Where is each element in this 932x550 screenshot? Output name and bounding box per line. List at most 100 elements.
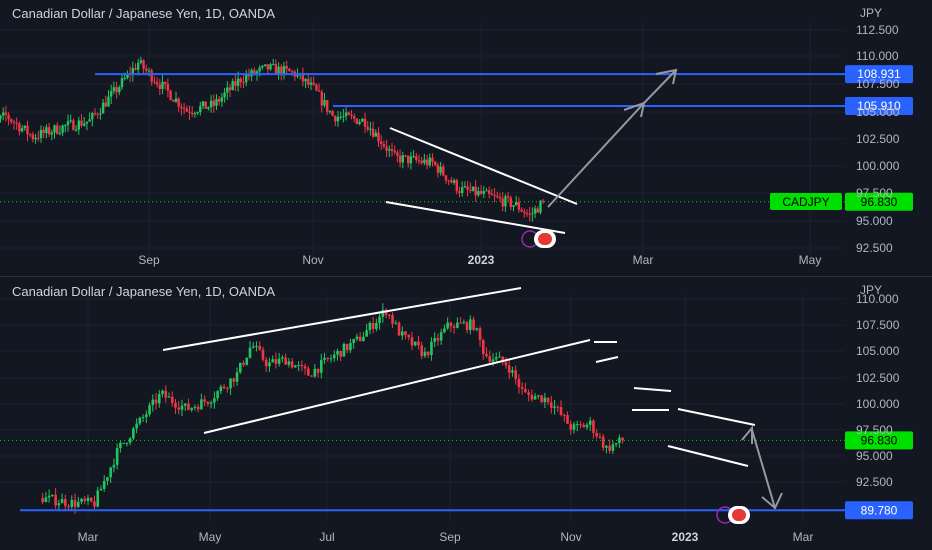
candle-body xyxy=(436,338,440,341)
candle-body xyxy=(439,166,442,173)
candle-body xyxy=(449,322,453,327)
candle-body xyxy=(193,113,197,115)
candle-body xyxy=(158,84,161,89)
candle-body xyxy=(426,351,430,356)
candle-body xyxy=(363,118,367,127)
candle-body xyxy=(469,189,472,191)
candle-body xyxy=(15,122,18,124)
candle-body xyxy=(161,81,164,89)
candle-body xyxy=(110,91,113,97)
candle-body xyxy=(410,337,414,346)
candle-body xyxy=(478,328,482,341)
price-level-label: 89.780 xyxy=(861,503,898,517)
candle-body xyxy=(135,423,138,429)
candle-body xyxy=(281,357,284,359)
candle-body xyxy=(255,345,258,347)
candle-body xyxy=(277,358,281,364)
candle-body xyxy=(147,70,151,72)
candle-body xyxy=(582,424,586,428)
candle-body xyxy=(562,414,566,416)
candle-body xyxy=(20,128,24,132)
candle-body xyxy=(618,437,621,444)
candle-body xyxy=(272,64,275,66)
candle-body xyxy=(539,200,542,213)
time-axis-label: 2023 xyxy=(468,253,495,267)
candle-body xyxy=(80,498,83,502)
candle-body xyxy=(566,415,569,424)
candle-body xyxy=(41,498,44,503)
candle-body xyxy=(315,84,318,91)
price-axis-label: 105.000 xyxy=(856,105,900,119)
candle-body xyxy=(515,202,518,206)
candle-body xyxy=(342,116,345,118)
candle-body xyxy=(443,328,446,333)
time-axis-label: Jul xyxy=(319,530,334,544)
candle-body xyxy=(161,390,164,394)
candle-body xyxy=(380,141,383,144)
candle-body xyxy=(80,120,83,126)
price-axis-label: 110.000 xyxy=(856,49,899,63)
candle-body xyxy=(316,368,320,373)
time-axis-label: Sep xyxy=(138,253,160,267)
candle-body xyxy=(232,378,236,382)
candle-body xyxy=(375,323,378,329)
candle-body xyxy=(141,416,145,418)
candle-body xyxy=(304,78,307,82)
candle-body xyxy=(180,106,183,109)
candle-body xyxy=(313,368,317,377)
candle-body xyxy=(614,443,618,445)
candle-body xyxy=(459,322,462,324)
candle-body xyxy=(310,375,313,377)
candle-body xyxy=(307,368,310,376)
candle-body xyxy=(245,357,249,365)
candle-body xyxy=(89,497,93,502)
candle-body xyxy=(54,494,57,506)
candle-body xyxy=(368,322,372,331)
candle-body xyxy=(115,87,118,93)
candle-body xyxy=(57,503,61,506)
bottom-drawings xyxy=(162,287,783,524)
candle-body xyxy=(611,444,615,451)
candle-body xyxy=(102,480,106,489)
candle-body xyxy=(493,195,496,197)
candle-body xyxy=(191,112,194,114)
candle-body xyxy=(455,180,458,192)
candle-body xyxy=(185,108,188,112)
arrow-head xyxy=(655,68,678,85)
candle-body xyxy=(200,399,203,410)
candle-body xyxy=(361,118,364,122)
time-axis-label: 2023 xyxy=(672,530,699,544)
candle-body xyxy=(436,164,440,173)
time-axis-label: May xyxy=(199,530,222,544)
candle-body xyxy=(223,92,226,98)
candle-body xyxy=(183,403,187,406)
candle-body xyxy=(177,98,180,107)
candle-body xyxy=(93,501,96,507)
candle-body xyxy=(326,100,329,112)
canada-flag-icon xyxy=(538,233,552,245)
candle-body xyxy=(44,497,48,503)
panel-divider[interactable] xyxy=(0,276,932,277)
candle-body xyxy=(527,392,530,395)
candle-body xyxy=(112,464,116,468)
candle-body xyxy=(546,397,550,403)
price-axis-label: 97.500 xyxy=(856,423,893,437)
candle-body xyxy=(274,64,278,75)
candle-body xyxy=(417,341,420,346)
candle-body xyxy=(274,359,278,364)
candle-body xyxy=(206,401,210,404)
candle-body xyxy=(466,186,469,190)
candle-body xyxy=(398,155,402,163)
wedge-lower-line xyxy=(667,445,749,467)
candle-body xyxy=(621,437,624,441)
candle-body xyxy=(150,70,153,82)
candle-body xyxy=(344,112,348,117)
candle-body xyxy=(479,190,483,194)
candle-body xyxy=(517,202,521,210)
candle-body xyxy=(520,387,524,389)
candle-body xyxy=(126,73,129,78)
candle-body xyxy=(491,359,495,362)
candle-body xyxy=(50,132,53,135)
candle-body xyxy=(525,213,529,215)
